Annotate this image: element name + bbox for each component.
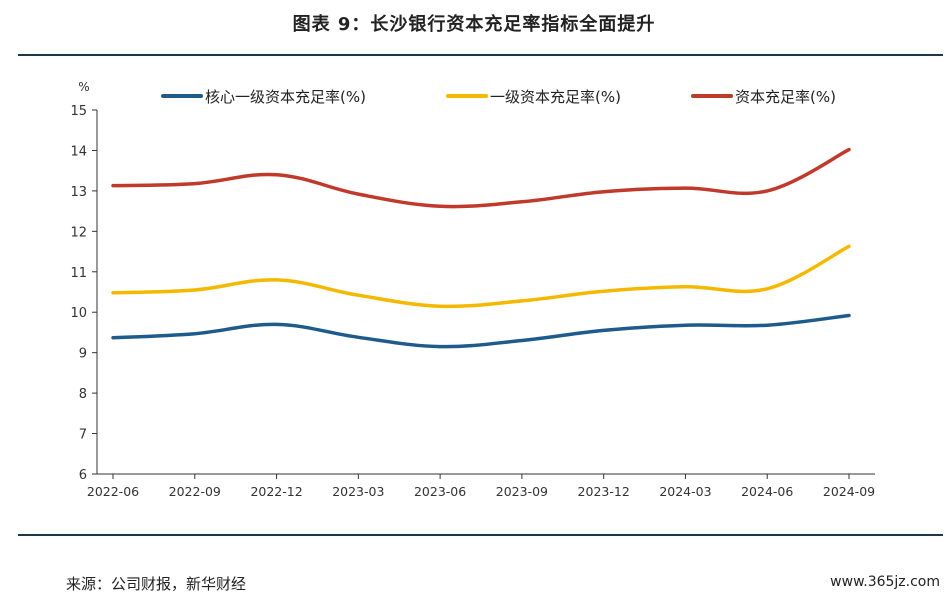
- chart-lines: [111, 147, 851, 349]
- line-chart: 6 7 8 9 10 11 12 13 14 15% 2022-06 2022-09 2022-12 20…: [70, 80, 875, 499]
- y-axis-unit: %: [78, 80, 89, 94]
- watermark-text: www.365jz.com: [830, 574, 940, 590]
- x-tick-label: 2024-06: [741, 484, 793, 499]
- x-tick-label: 2022-12: [250, 484, 302, 499]
- x-tick-label: 2023-03: [332, 484, 384, 499]
- series-line-1: [111, 313, 851, 349]
- chart-axes: 6 7 8 9 10 11 12 13 14 15% 2022-06 2022-09 2022-12 20…: [70, 80, 875, 499]
- x-tick-label: 2024-03: [659, 484, 711, 499]
- x-tick-label: 2023-12: [578, 484, 630, 499]
- x-tick-label: 2022-09: [169, 484, 221, 499]
- y-tick-label: 15: [70, 104, 87, 119]
- x-tick-label: 2023-06: [414, 484, 466, 499]
- y-tick-label: 14: [70, 144, 87, 159]
- series-line-3: [111, 147, 851, 209]
- x-tick-label: 2023-09: [496, 484, 548, 499]
- x-tick-label: 2022-06: [87, 484, 139, 499]
- y-tick-label: 8: [79, 387, 87, 402]
- chart-legend: 核心一级资本充足率(%) 一级资本充足率(%) 资本充足率(%): [161, 88, 836, 106]
- source-note: 来源：公司财报，新华财经: [66, 575, 247, 593]
- legend-label: 资本充足率(%): [735, 88, 836, 106]
- y-tick-label: 11: [70, 266, 87, 281]
- bottom-divider: [18, 534, 943, 536]
- y-tick-label: 13: [70, 185, 87, 200]
- chart-title: 图表 9：长沙银行资本充足率指标全面提升: [292, 14, 656, 35]
- y-tick-label: 10: [70, 306, 87, 321]
- y-tick-label: 9: [79, 347, 87, 362]
- y-tick-label: 7: [79, 428, 87, 443]
- y-tick-label: 12: [70, 225, 87, 240]
- y-tick-label: 6: [79, 468, 87, 483]
- series-line-2: [111, 244, 851, 309]
- x-tick-label: 2024-09: [823, 484, 875, 499]
- legend-label: 一级资本充足率(%): [490, 88, 621, 106]
- top-divider: [18, 54, 943, 56]
- legend-label: 核心一级资本充足率(%): [205, 88, 366, 106]
